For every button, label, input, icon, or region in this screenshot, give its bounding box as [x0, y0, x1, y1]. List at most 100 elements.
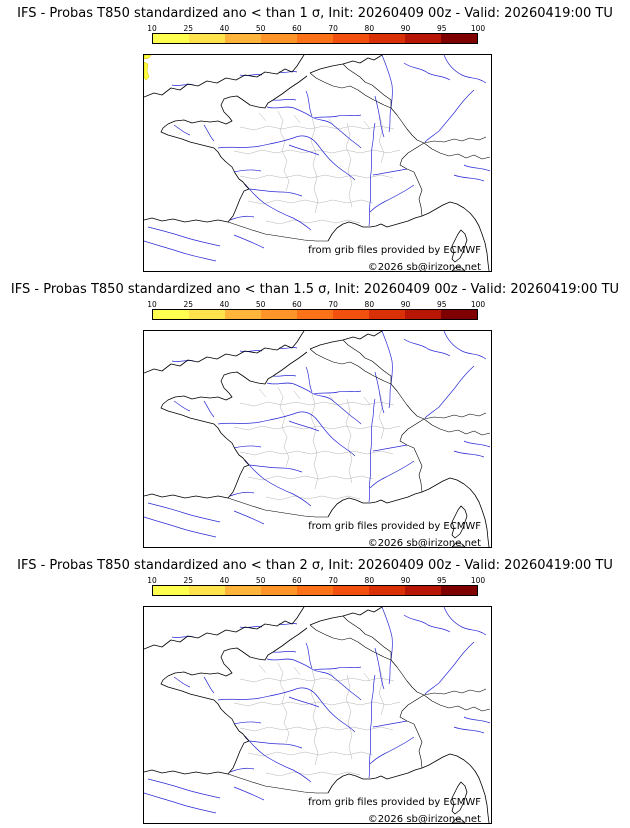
panel-title: IFS - Probas T850 standardized ano < tha… [17, 558, 613, 573]
colorbar-tick: 95 [436, 24, 447, 33]
colorbar-tick: 25 [183, 24, 193, 33]
ecmwf-credit: from grib files provided by ECMWF [308, 797, 481, 808]
colorbar-segment [297, 310, 333, 319]
colorbar-tick: 10 [147, 300, 157, 309]
colorbar-tick: 80 [364, 576, 375, 585]
colorbar-segment [261, 310, 297, 319]
colorbar-segment [225, 310, 261, 319]
colorbar-segment [333, 586, 369, 595]
border-path [227, 63, 491, 242]
colorbar-tick: 90 [400, 300, 411, 309]
colorbar-segment [153, 586, 189, 595]
france-map-svg [144, 331, 491, 547]
colorbar-segment [297, 34, 333, 43]
colorbar-segment [405, 34, 441, 43]
colorbar-segment [261, 34, 297, 43]
map-frame: from grib files provided by ECMWF ©2026 … [143, 54, 492, 273]
colorbar-segments [152, 309, 478, 320]
colorbar-tick: 70 [328, 300, 338, 309]
colorbar-segment [189, 34, 225, 43]
france-map-svg [144, 55, 491, 271]
colorbar-tick: 70 [328, 576, 338, 585]
colorbar-segments [152, 585, 478, 596]
river-path [144, 331, 491, 538]
river-path [144, 55, 491, 262]
panel-sigma-1-5: IFS - Probas T850 standardized ano < tha… [0, 276, 630, 552]
colorbar-segments [152, 33, 478, 44]
probability-patch [144, 55, 152, 81]
colorbar-segment [153, 310, 189, 319]
colorbar-tick: 60 [292, 24, 302, 33]
colorbar-tick: 90 [400, 576, 411, 585]
map-frame: from grib files provided by ECMWF ©2026 … [143, 606, 492, 825]
border-path [227, 615, 491, 794]
border-path [227, 339, 491, 518]
colorbar-segment [441, 586, 477, 595]
map-canvas [144, 55, 491, 271]
corsica-path [451, 229, 468, 271]
colorbar-segment [225, 34, 261, 43]
colorbar-segment [189, 586, 225, 595]
panel-sigma-2: IFS - Probas T850 standardized ano < tha… [0, 552, 630, 828]
colorbar-segment [153, 34, 189, 43]
colorbar-tick: 95 [436, 576, 447, 585]
colorbar: 10 25 40 50 60 70 80 90 95 100 [147, 24, 485, 44]
colorbar-segment [225, 586, 261, 595]
department-boundaries-path [233, 386, 401, 501]
colorbar-segment [369, 586, 405, 595]
colorbar-tick: 50 [255, 24, 266, 33]
colorbar-segment [333, 310, 369, 319]
colorbar-segment [441, 34, 477, 43]
panel-title: IFS - Probas T850 standardized ano < tha… [17, 6, 613, 21]
copyright-text: ©2026 sb@irizone.net [367, 262, 481, 273]
colorbar-segment [405, 310, 441, 319]
corsica-path [451, 505, 468, 547]
panel-title: IFS - Probas T850 standardized ano < tha… [10, 282, 620, 297]
coastline-path [144, 55, 490, 271]
colorbar: 10 25 40 50 60 70 80 90 95 100 [147, 300, 485, 320]
colorbar-segment [369, 34, 405, 43]
colorbar-tick: 100 [470, 576, 486, 585]
colorbar-tick: 25 [183, 300, 193, 309]
colorbar-tick: 60 [292, 300, 302, 309]
colorbar-ticks: 10 25 40 50 60 70 80 90 95 100 [147, 576, 485, 585]
colorbar-tick: 80 [364, 300, 375, 309]
department-boundaries-path [233, 110, 401, 225]
colorbar-tick: 40 [219, 576, 230, 585]
ecmwf-credit: from grib files provided by ECMWF [308, 245, 481, 256]
france-map-svg [144, 607, 491, 823]
colorbar-tick: 25 [183, 576, 193, 585]
colorbar-tick: 40 [219, 24, 230, 33]
colorbar-tick: 100 [470, 24, 486, 33]
colorbar-segment [261, 586, 297, 595]
colorbar-tick: 40 [219, 300, 230, 309]
colorbar-tick: 50 [255, 576, 266, 585]
coastline-path [144, 607, 490, 823]
corsica-path [451, 781, 468, 823]
map-frame: from grib files provided by ECMWF ©2026 … [143, 330, 492, 549]
colorbar-segment [441, 310, 477, 319]
colorbar-tick: 70 [328, 24, 338, 33]
coastline-path [144, 331, 490, 547]
colorbar-segment [369, 310, 405, 319]
ecmwf-credit: from grib files provided by ECMWF [308, 521, 481, 532]
panel-sigma-1: IFS - Probas T850 standardized ano < tha… [0, 0, 630, 276]
colorbar-ticks: 10 25 40 50 60 70 80 90 95 100 [147, 24, 485, 33]
colorbar-tick: 60 [292, 576, 302, 585]
colorbar-segment [189, 310, 225, 319]
map-canvas [144, 331, 491, 547]
colorbar-tick: 10 [147, 24, 157, 33]
colorbar-tick: 100 [470, 300, 486, 309]
copyright-text: ©2026 sb@irizone.net [367, 538, 481, 549]
colorbar-ticks: 10 25 40 50 60 70 80 90 95 100 [147, 300, 485, 309]
colorbar-tick: 80 [364, 24, 375, 33]
copyright-text: ©2026 sb@irizone.net [367, 814, 481, 825]
colorbar-segment [405, 586, 441, 595]
colorbar-tick: 90 [400, 24, 411, 33]
colorbar-segment [297, 586, 333, 595]
colorbar-tick: 10 [147, 576, 157, 585]
colorbar: 10 25 40 50 60 70 80 90 95 100 [147, 576, 485, 596]
map-canvas [144, 607, 491, 823]
colorbar-tick: 50 [255, 300, 266, 309]
